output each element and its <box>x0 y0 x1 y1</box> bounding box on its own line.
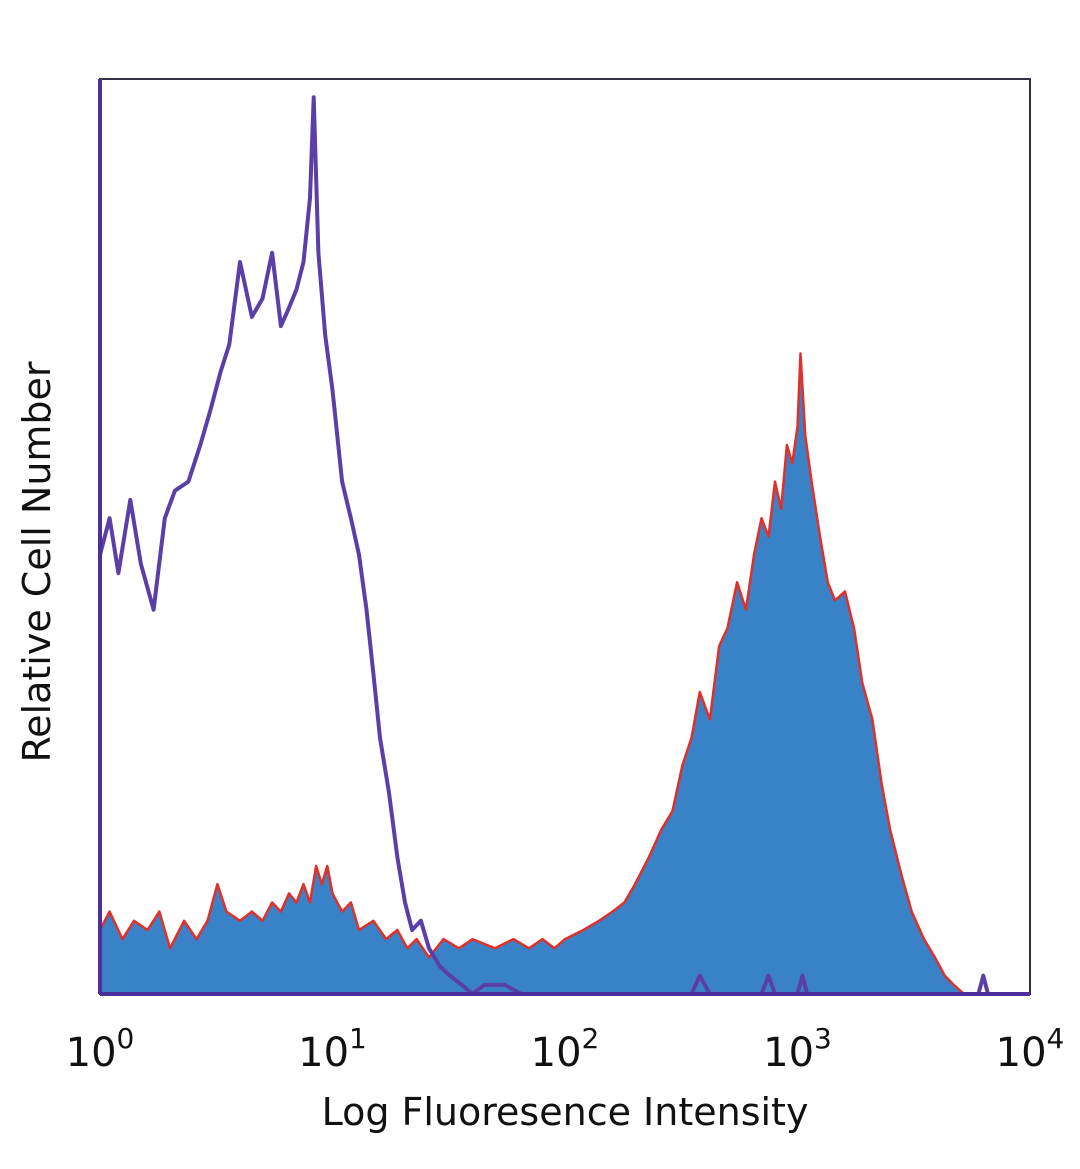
x-tick-label-4: 104 <box>996 1022 1065 1076</box>
x-tick-labels: 100 101 102 103 104 <box>66 1022 1065 1076</box>
y-axis-title: Relative Cell Number <box>15 361 59 762</box>
x-tick-label-0: 100 <box>66 1022 135 1076</box>
x-tick-label-2: 102 <box>531 1022 600 1076</box>
x-tick-label-3: 103 <box>763 1022 832 1076</box>
series-1-area <box>100 353 1030 994</box>
x-axis-title: Log Fluoresence Intensity <box>322 1090 809 1134</box>
x-tick-label-1: 101 <box>298 1022 367 1076</box>
series-1-edge <box>98 352 1030 996</box>
plot-area <box>98 95 1030 996</box>
